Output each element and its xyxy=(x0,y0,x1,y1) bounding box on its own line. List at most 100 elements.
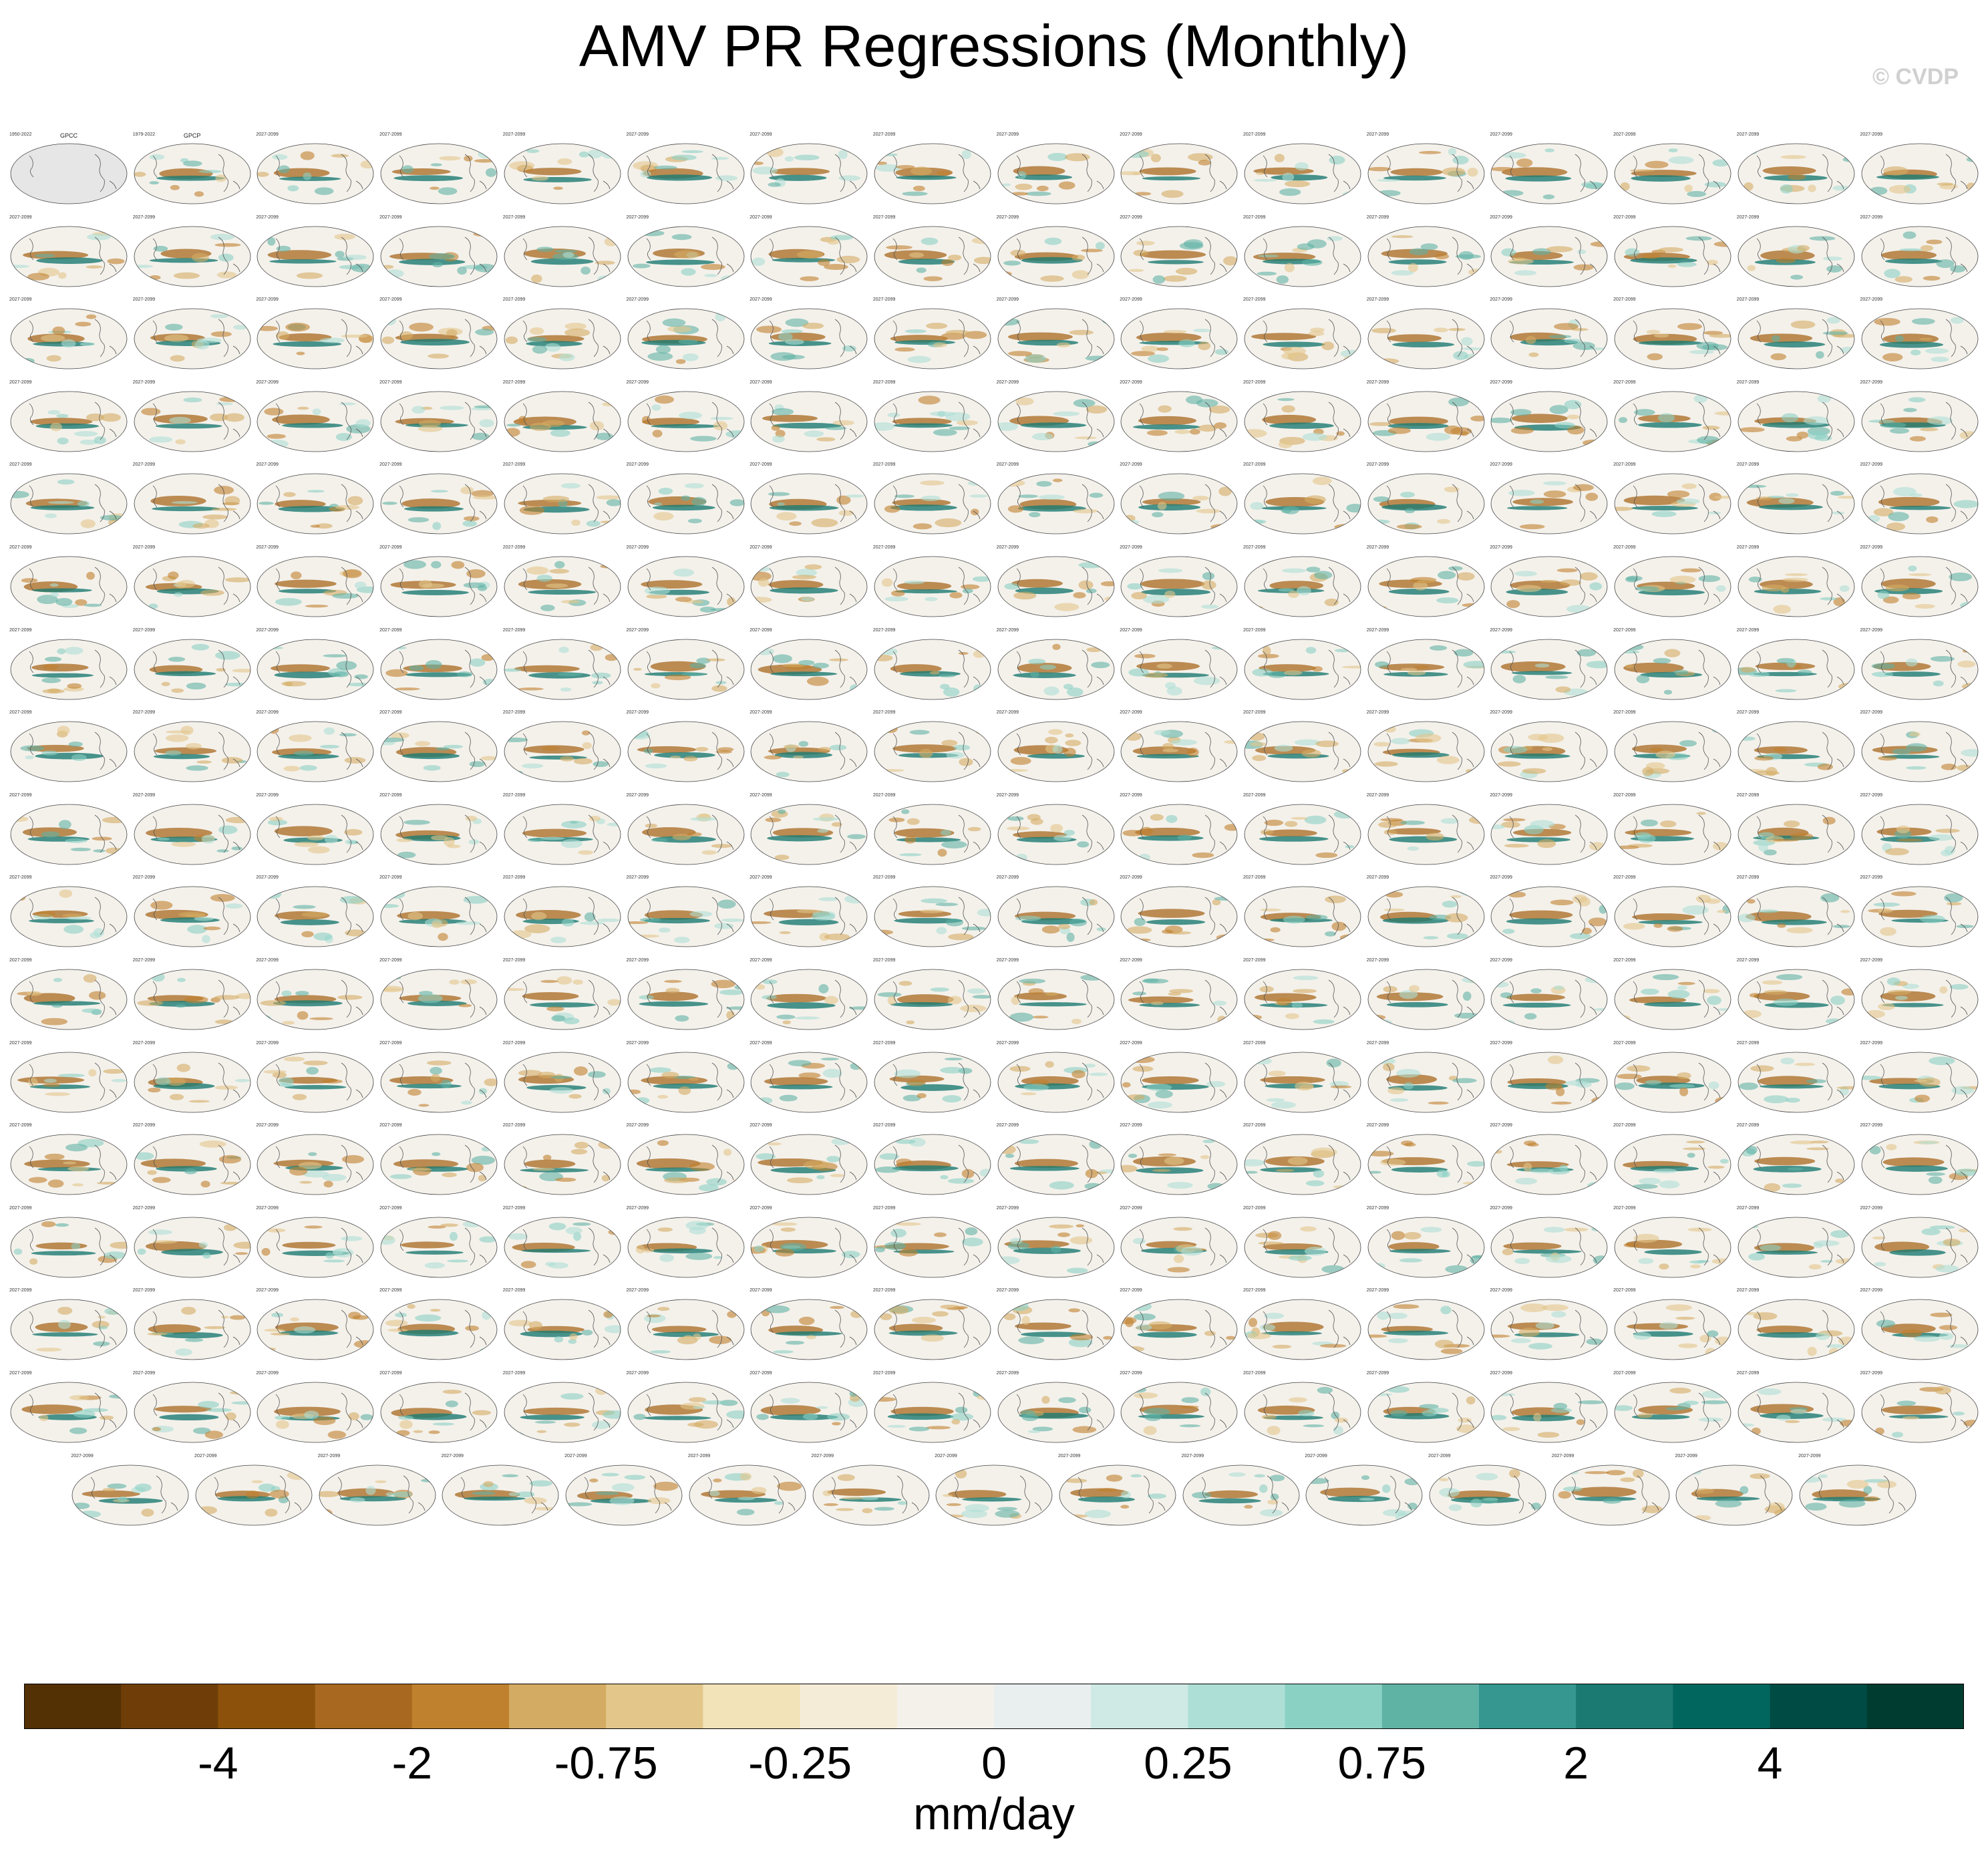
global-map xyxy=(1120,556,1238,617)
panel-years: 2027-2099 xyxy=(1490,958,1512,963)
map-panel: 2027-2099 xyxy=(750,1288,868,1361)
global-map xyxy=(1244,804,1361,865)
panel-years: 2027-2099 xyxy=(996,1123,1019,1128)
panel-years: 2027-2099 xyxy=(626,1123,649,1128)
colorbar-tick-label: 0.75 xyxy=(1337,1738,1426,1789)
panel-years: 2027-2099 xyxy=(502,545,526,550)
global-map xyxy=(1120,639,1238,700)
map-panel: 2027-2099 xyxy=(1243,1288,1362,1361)
global-map xyxy=(627,1382,744,1443)
map-panel: 2027-2099 xyxy=(503,380,622,453)
map-panel: 2027-2099 xyxy=(1860,1288,1979,1361)
map-panel: 2027-2099 xyxy=(133,545,252,618)
map-panel: 2027-2099 xyxy=(997,1206,1116,1279)
global-map xyxy=(1861,143,1978,204)
global-map xyxy=(1861,721,1978,782)
map-panel: 2027-2099 xyxy=(133,1041,252,1114)
map-panel: 2027-2099 xyxy=(997,462,1116,535)
global-map xyxy=(1737,143,1855,204)
panel-years: 1979-2022 xyxy=(132,132,156,137)
map-panel: 2027-2099 xyxy=(1737,1371,1856,1444)
map-panel: 2027-2099 xyxy=(1490,710,1609,783)
panel-years: 2027-2099 xyxy=(1120,958,1142,963)
panel-years: 2027-2099 xyxy=(626,132,649,137)
map-panel: 2027-2099 xyxy=(750,1041,868,1114)
map-panel: 2027-2099 xyxy=(503,1371,622,1444)
panel-years: 2027-2099 xyxy=(379,214,402,220)
map-panel: 2027-2099 xyxy=(627,710,746,783)
global-map xyxy=(504,143,621,204)
panel-years: 2027-2099 xyxy=(9,214,32,220)
panel-years: 2027-2099 xyxy=(9,1040,32,1046)
map-panel: 2027-2099 xyxy=(1120,545,1238,618)
global-map xyxy=(1490,886,1608,947)
panel-years: 2027-2099 xyxy=(872,1371,896,1376)
map-panel: 2027-2099 xyxy=(9,1041,128,1114)
map-panel: 2027-2099 xyxy=(133,1206,252,1279)
map-panel: 2027-2099 xyxy=(873,132,992,205)
panel-years: 2027-2099 xyxy=(132,1123,156,1128)
global-map xyxy=(1490,143,1608,204)
colorbar-segment xyxy=(800,1684,898,1729)
global-map xyxy=(1861,639,1978,700)
global-map xyxy=(10,1217,128,1278)
panel-years: 2027-2099 xyxy=(1490,627,1512,633)
global-map xyxy=(1490,556,1608,617)
global-map xyxy=(1367,969,1485,1030)
panel-years: 2027-2099 xyxy=(626,545,649,550)
panel-years: 2027-2099 xyxy=(9,297,32,303)
panel-years: 2027-2099 xyxy=(132,462,156,468)
global-map xyxy=(874,1052,991,1112)
global-map xyxy=(1614,1134,1731,1195)
panel-years: 2027-2099 xyxy=(1243,1123,1266,1128)
colorbar-segment xyxy=(896,1684,995,1729)
global-map xyxy=(1367,886,1485,947)
panel-years: 2027-2099 xyxy=(750,1040,772,1046)
colorbar-tick-label: -2 xyxy=(391,1738,433,1789)
panel-years: 2027-2099 xyxy=(1366,627,1389,633)
global-map xyxy=(1737,473,1855,534)
map-panel: 2027-2099 xyxy=(1120,793,1238,866)
panel-years: 2027-2099 xyxy=(1490,792,1512,798)
colorbar-tick-label: 0 xyxy=(981,1738,1007,1789)
map-panel: 2027-2099 xyxy=(873,462,992,535)
map-panel: 2027-2099 xyxy=(997,1041,1116,1114)
global-map xyxy=(1120,308,1238,369)
map-panel: 2027-2099 xyxy=(379,710,498,783)
global-map xyxy=(874,1134,991,1195)
map-panel: 2027-2099 xyxy=(997,710,1116,783)
panel-years: 2027-2099 xyxy=(9,1205,32,1211)
panel-years: 2027-2099 xyxy=(1736,379,1760,385)
panel-years: 2027-2099 xyxy=(1243,132,1266,137)
map-panel: 2027-2099 xyxy=(256,1206,375,1279)
global-map xyxy=(1737,391,1855,452)
global-map xyxy=(134,226,251,287)
panel-years: 2027-2099 xyxy=(1366,379,1389,385)
map-panel: 2027-2099 xyxy=(1490,380,1609,453)
map-panel: 2027-2099 xyxy=(9,380,128,453)
map-panel: 2027-2099 xyxy=(256,297,375,370)
panel-years: 2027-2099 xyxy=(1613,627,1636,633)
map-panel: 2027-2099 xyxy=(1860,132,1979,205)
map-panel: 2027-2099 xyxy=(1243,628,1362,701)
panel-years: 2027-2099 xyxy=(1243,379,1266,385)
panel-years: 2027-2099 xyxy=(1366,710,1389,716)
panel-years: 2027-2099 xyxy=(1120,462,1142,468)
map-panel: 2027-2099 xyxy=(873,1041,992,1114)
colorbar-tick-label: 4 xyxy=(1757,1738,1783,1789)
global-map xyxy=(257,721,374,782)
panel-years: 2027-2099 xyxy=(1860,792,1882,798)
global-map xyxy=(1614,391,1731,452)
global-map xyxy=(1737,1299,1855,1360)
panel-years: 2027-2099 xyxy=(1613,545,1636,550)
global-map xyxy=(1244,886,1361,947)
map-panel: 2027-2099 xyxy=(873,628,992,701)
map-panel: 2027-2099 xyxy=(379,793,498,866)
global-map xyxy=(1614,308,1731,369)
global-map xyxy=(1614,969,1731,1030)
global-map xyxy=(1614,721,1731,782)
panel-years: 2027-2099 xyxy=(1243,297,1266,303)
map-panel: 2027-2099 xyxy=(1120,1041,1238,1114)
global-map xyxy=(997,1382,1114,1443)
map-panel: 2027-2099 xyxy=(1243,462,1362,535)
